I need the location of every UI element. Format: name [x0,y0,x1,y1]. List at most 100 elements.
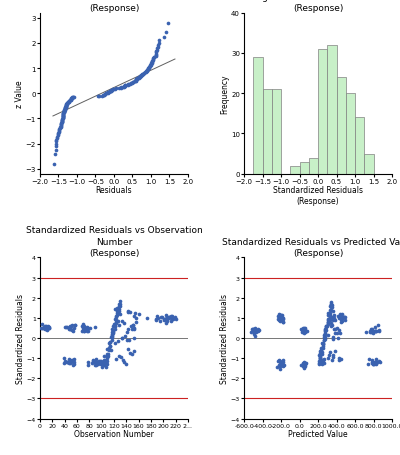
Point [148,60,155,67]
Point [133,77,140,85]
Point [153,316,160,324]
Point [116,322,122,329]
Point [72,322,78,329]
Point [277,358,283,365]
Point [112,305,118,313]
Point [109,325,116,333]
Point [251,329,257,336]
Point [62,104,69,111]
Point [299,324,306,332]
Point [321,355,327,362]
Point [66,98,72,106]
Point [97,358,104,365]
Point [52,147,59,154]
Point [321,359,328,367]
Point [332,317,338,324]
Point [168,313,174,320]
Point [330,326,337,333]
Point [369,357,376,364]
Point [112,322,118,329]
Point [144,67,150,75]
Point [145,66,152,73]
Point [330,352,336,359]
Point [92,361,99,369]
Bar [262,90,272,174]
Point [104,346,111,353]
Point [128,80,134,87]
Point [161,34,168,41]
Point [66,97,73,105]
Point [96,359,102,366]
Point [317,356,323,363]
Point [69,94,76,101]
Point [133,77,140,84]
Point [279,361,286,369]
Point [165,20,172,27]
Point [65,359,72,366]
Point [324,317,331,324]
Point [330,317,336,324]
Point [328,323,334,330]
Point [326,309,333,317]
Point [341,314,347,321]
Point [159,314,165,321]
Point [141,70,148,77]
Point [143,69,150,76]
Point [274,364,280,371]
Point [154,44,161,51]
Point [331,312,338,319]
Y-axis label: Standardized Residuals: Standardized Residuals [220,293,229,383]
Point [101,353,108,360]
Point [171,313,178,321]
Point [322,327,328,334]
Point [62,105,68,112]
Point [301,362,308,369]
Point [60,111,66,118]
Point [278,362,285,369]
Point [89,360,95,367]
Point [60,110,67,117]
Point [144,68,150,76]
Point [102,360,108,367]
Point [85,328,91,335]
Point [301,327,307,334]
Point [320,357,326,364]
Point [323,322,329,329]
Point [146,64,153,71]
Point [134,76,140,83]
X-axis label: Residuals: Residuals [96,186,132,195]
Point [302,329,308,336]
Point [61,106,68,114]
Point [104,355,110,362]
Point [105,90,111,97]
Point [94,360,100,367]
Point [280,315,286,323]
Point [57,125,63,132]
Point [320,359,326,366]
Point [163,315,169,323]
Point [92,355,99,363]
Point [276,363,282,370]
Point [103,90,110,97]
Point [161,316,168,324]
Point [60,115,66,122]
Point [68,95,75,102]
Point [118,85,124,92]
Point [334,325,340,333]
Point [94,93,101,101]
Point [67,359,73,366]
Point [108,346,114,354]
Point [59,117,66,125]
Point [118,85,124,92]
Point [64,100,70,107]
Bar [355,118,364,174]
Point [104,351,111,358]
Point [320,341,326,348]
Point [280,362,287,369]
Point [275,315,281,323]
Point [330,334,336,341]
Y-axis label: z Value: z Value [15,80,24,108]
Point [366,355,372,363]
Point [60,112,66,119]
Point [125,82,131,89]
